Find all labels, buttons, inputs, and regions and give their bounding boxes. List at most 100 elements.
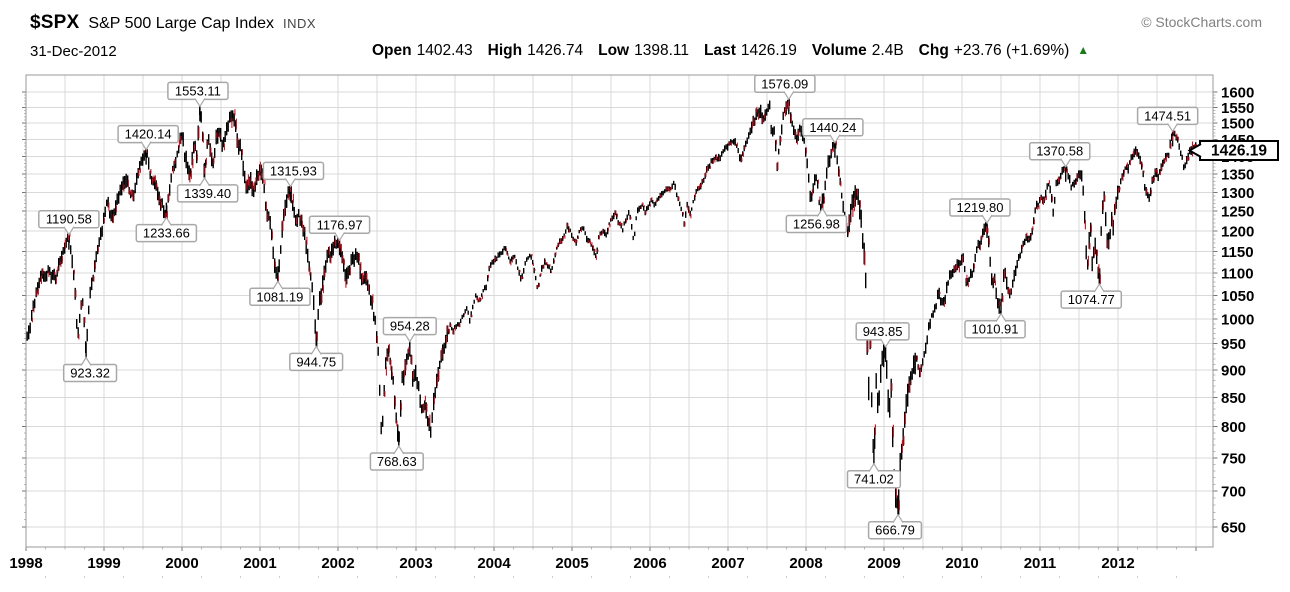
svg-text:700: 700: [1221, 484, 1246, 501]
price-callout: 943.85: [855, 322, 910, 349]
svg-text:1010.91: 1010.91: [972, 322, 1019, 337]
svg-text:1200: 1200: [1221, 223, 1254, 240]
open-field: Open 1402.43: [372, 42, 473, 60]
exchange-label: INDX: [283, 16, 317, 31]
svg-text:1190.58: 1190.58: [46, 212, 92, 227]
svg-text:1426.19: 1426.19: [1211, 143, 1267, 160]
price-callout: 1081.19: [249, 280, 311, 307]
quote-line: Open 1402.43 High 1426.74 Low 1398.11 Last 1…: [372, 42, 1089, 60]
svg-text:1233.66: 1233.66: [143, 226, 190, 241]
price-callout: 1074.77: [1060, 282, 1123, 309]
svg-text:2008: 2008: [789, 555, 822, 572]
svg-text:850: 850: [1221, 390, 1246, 407]
plot-frame: [25, 74, 1214, 548]
svg-text:1500: 1500: [1221, 116, 1254, 133]
price-callout: 944.75: [289, 345, 344, 372]
symbol: $SPX: [30, 12, 80, 33]
price-callout: 1190.58: [38, 209, 100, 236]
volume-label: Volume: [811, 42, 867, 59]
change-value: +23.76 (+1.69%): [953, 42, 1070, 59]
svg-text:1050: 1050: [1221, 288, 1254, 305]
svg-text:944.75: 944.75: [296, 354, 336, 369]
svg-text:2010: 2010: [945, 555, 978, 572]
price-callout: 741.02: [846, 462, 902, 489]
svg-text:1250: 1250: [1221, 204, 1254, 221]
chart-header: $SPX S&P 500 Large Cap Index INDX: [30, 12, 316, 34]
price-callouts: 1190.58 923.32 1420.14 1233.66 1553.11 1339.4…: [38, 74, 1199, 540]
price-callout: 923.32: [62, 356, 118, 383]
stockcharts-credit: © StockCharts.com: [1141, 14, 1262, 30]
svg-text:768.63: 768.63: [377, 454, 417, 469]
last-price-tag: 1426.19: [1187, 140, 1279, 161]
price-callout: 1176.97: [308, 215, 371, 242]
svg-text:1474.51: 1474.51: [1144, 108, 1191, 123]
candlestick-series: [26, 95, 1197, 515]
svg-text:954.28: 954.28: [390, 319, 430, 334]
high-label: High: [487, 42, 523, 59]
price-callout: 1474.51: [1136, 106, 1199, 133]
price-callout: 1010.91: [964, 312, 1026, 339]
price-callout: 1315.93: [262, 161, 325, 188]
svg-text:1999: 1999: [87, 555, 120, 572]
svg-text:2001: 2001: [243, 555, 276, 572]
svg-text:923.32: 923.32: [70, 366, 110, 381]
last-field: Last 1426.19: [704, 42, 797, 60]
price-callout: 768.63: [369, 444, 424, 471]
svg-text:1350: 1350: [1221, 167, 1254, 184]
index-name: S&P 500 Large Cap Index: [88, 15, 275, 32]
svg-text:1420.14: 1420.14: [125, 127, 172, 142]
last-value: 1426.19: [740, 42, 797, 59]
price-callout: 1553.11: [167, 81, 229, 108]
svg-text:2000: 2000: [165, 555, 198, 572]
low-field: Low 1398.11: [598, 42, 689, 60]
low-value: 1398.11: [634, 42, 690, 59]
change-label: Chg: [918, 42, 949, 59]
price-callout: 1233.66: [135, 216, 198, 243]
change-up-arrow-icon: ▲: [1077, 43, 1090, 57]
high-value: 1426.74: [527, 42, 584, 59]
open-value: 1402.43: [416, 42, 473, 59]
price-callout: 1576.09: [754, 74, 816, 101]
axis-ticks: [22, 91, 1218, 578]
svg-text:2012: 2012: [1101, 555, 1134, 572]
price-callout: 1440.24: [802, 118, 864, 144]
last-label: Last: [704, 42, 736, 59]
svg-text:1440.24: 1440.24: [809, 120, 856, 135]
volume-value: 2.4B: [871, 42, 904, 59]
x-axis-labels: 1998 1999 2000 2001 2002 2003 2004 2005 2006 2007…: [9, 555, 1134, 572]
svg-text:2007: 2007: [711, 555, 744, 572]
svg-text:2011: 2011: [1024, 555, 1057, 572]
svg-text:1553.11: 1553.11: [175, 83, 221, 98]
price-callout: 1219.80: [949, 198, 1011, 225]
svg-text:1081.19: 1081.19: [256, 289, 303, 304]
change-field: Chg +23.76 (+1.69%): [919, 42, 1070, 60]
svg-text:2002: 2002: [321, 555, 354, 572]
svg-text:1576.09: 1576.09: [761, 76, 808, 91]
svg-text:1339.40: 1339.40: [184, 186, 231, 201]
svg-text:1600: 1600: [1221, 85, 1254, 102]
svg-text:1176.97: 1176.97: [317, 217, 363, 232]
svg-text:1219.80: 1219.80: [957, 200, 1004, 215]
svg-text:1370.58: 1370.58: [1036, 144, 1083, 159]
price-callout: 1370.58: [1028, 141, 1091, 168]
price-callout: 1339.40: [176, 176, 239, 203]
volume-field: Volume 2.4B: [812, 42, 904, 60]
svg-text:1256.98: 1256.98: [793, 217, 840, 232]
svg-text:2009: 2009: [867, 555, 900, 572]
svg-text:1300: 1300: [1221, 185, 1254, 202]
svg-text:650: 650: [1221, 520, 1246, 537]
svg-text:943.85: 943.85: [863, 324, 903, 339]
price-callout: 954.28: [382, 316, 437, 343]
quote-date: 31-Dec-2012: [30, 43, 117, 60]
svg-text:741.02: 741.02: [854, 472, 894, 487]
price-callout: 1420.14: [117, 124, 179, 151]
svg-text:1074.77: 1074.77: [1068, 292, 1115, 307]
svg-text:2006: 2006: [633, 555, 666, 572]
svg-text:1150: 1150: [1221, 244, 1254, 261]
svg-text:1998: 1998: [9, 555, 42, 572]
svg-text:1315.93: 1315.93: [270, 163, 317, 178]
svg-text:1550: 1550: [1221, 100, 1254, 117]
svg-text:2005: 2005: [555, 555, 588, 572]
